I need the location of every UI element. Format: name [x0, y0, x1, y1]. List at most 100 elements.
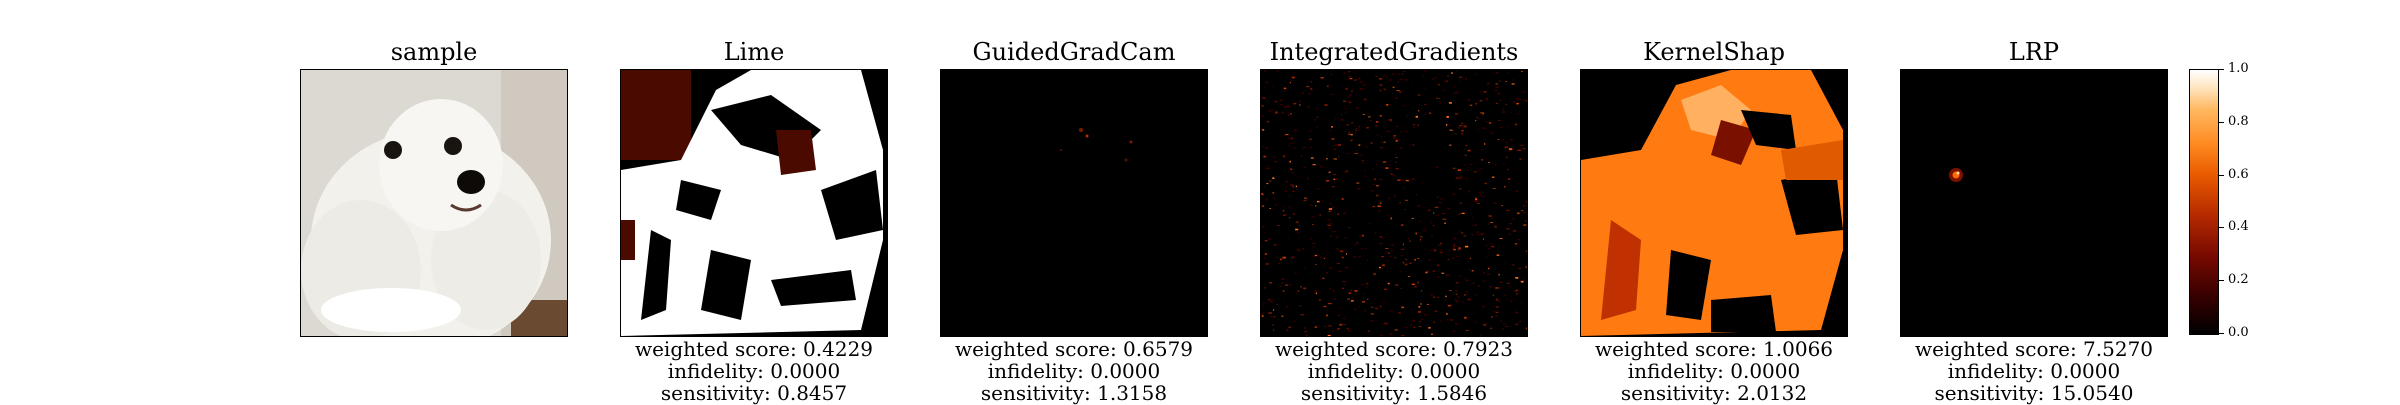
- metrics: weighted score: 7.5270 infidelity: 0.000…: [1860, 338, 2208, 404]
- attribution-speck: [1386, 77, 1389, 78]
- attribution-speck: [1446, 81, 1447, 82]
- attribution-speck: [1343, 249, 1346, 250]
- attribution-speck: [1402, 220, 1403, 221]
- attribution-speck: [1458, 214, 1461, 215]
- attribution-speck: [1485, 183, 1487, 184]
- attribution-speck: [1376, 76, 1378, 77]
- attribution-speck: [1388, 164, 1391, 165]
- attribution-speck: [1341, 114, 1342, 116]
- attribution-speck: [1466, 145, 1467, 146]
- attribution-speck: [1495, 287, 1498, 289]
- attribution-speck: [1470, 105, 1473, 106]
- attribution-speck: [1429, 113, 1431, 114]
- attribution-speck: [1330, 130, 1331, 132]
- attribution-speck: [1440, 321, 1442, 322]
- attribution-speck: [1382, 256, 1384, 257]
- infidelity-label: infidelity:: [1628, 359, 1724, 383]
- attribution-speck: [1395, 329, 1398, 331]
- attribution-speck: [1391, 244, 1394, 245]
- attribution-speck: [1343, 101, 1346, 102]
- attribution-speck: [1286, 306, 1288, 308]
- attribution-speck: [1343, 281, 1346, 282]
- attribution-speck: [1299, 105, 1300, 106]
- attribution-speck: [1285, 181, 1288, 183]
- attribution-speck: [1458, 169, 1461, 171]
- attribution-speck: [1468, 299, 1471, 301]
- attribution-speck: [1512, 80, 1514, 81]
- attribution-speck: [1291, 80, 1293, 82]
- attribution-speck: [1371, 191, 1374, 192]
- attribution-speck: [1378, 287, 1379, 288]
- attribution-speck: [1403, 262, 1405, 264]
- attribution-speck: [1500, 321, 1502, 322]
- attribution-speck: [1468, 191, 1470, 193]
- attribution-speck: [1437, 197, 1438, 198]
- sensitivity-value: 15.0540: [2051, 381, 2134, 405]
- attribution-speck: [1406, 131, 1407, 133]
- attribution-speck: [1276, 71, 1279, 72]
- attribution-speck: [1326, 158, 1327, 159]
- attribution-speck: [1450, 320, 1453, 321]
- attribution-speck: [1455, 323, 1457, 325]
- attribution-speck: [1284, 156, 1285, 158]
- attribution-speck: [1391, 173, 1393, 175]
- attribution-speck: [1516, 294, 1519, 295]
- sensitivity-label: sensitivity:: [1621, 381, 1731, 405]
- colorbar: [2189, 69, 2219, 335]
- attribution-speck: [1386, 131, 1389, 132]
- attribution-speck: [1511, 112, 1512, 113]
- attribution-speck: [1458, 247, 1461, 249]
- attribution-speck: [1320, 214, 1322, 216]
- weighted-score-label: weighted score:: [635, 337, 797, 361]
- attribution-speck: [1368, 117, 1370, 118]
- attribution-speck: [1326, 168, 1327, 169]
- attribution-speck: [1364, 310, 1366, 311]
- attribution-speck: [1381, 137, 1382, 138]
- attribution-speck: [1463, 126, 1466, 128]
- attribution-speck: [1345, 238, 1348, 239]
- attribution-speck: [1440, 198, 1444, 199]
- attribution-speck: [1380, 148, 1383, 149]
- attribution-speck: [1264, 71, 1266, 72]
- attribution-speck: [1340, 313, 1341, 314]
- attribution-speck: [1411, 324, 1413, 326]
- attribution-speck: [1474, 200, 1476, 202]
- attribution-speck: [1440, 102, 1441, 104]
- attribution-speck: [1349, 227, 1351, 228]
- attribution-speck: [1455, 290, 1458, 292]
- infidelity-label: infidelity:: [988, 359, 1084, 383]
- attribution-speck: [1389, 131, 1392, 132]
- attribution-speck: [1262, 305, 1264, 306]
- attribution-speck: [1465, 278, 1467, 279]
- attribution-speck: [1360, 88, 1363, 90]
- attribution-speck: [1423, 75, 1424, 76]
- infidelity-value: 0.0000: [1090, 359, 1160, 383]
- attribution-speck: [1433, 225, 1435, 226]
- attribution-speck: [1270, 181, 1272, 182]
- attribution-speck: [1289, 285, 1291, 286]
- attribution-speck: [1375, 308, 1378, 310]
- attribution-speck: [1462, 302, 1464, 303]
- attribution-speck: [1331, 126, 1333, 127]
- attribution-speck: [1418, 326, 1421, 327]
- attribution-speck: [1424, 104, 1427, 105]
- attribution-speck: [1448, 251, 1450, 252]
- attribution-speck: [1273, 157, 1276, 158]
- infidelity-label: infidelity:: [1948, 359, 2044, 383]
- weighted-score-value: 0.4229: [803, 337, 873, 361]
- attribution-speck: [1310, 147, 1313, 148]
- attribution-speck: [1293, 186, 1295, 188]
- attribution-speck: [1321, 77, 1324, 79]
- attribution-speck: [1365, 248, 1367, 250]
- attribution-speck: [1522, 280, 1525, 281]
- colorbar-tick-label: 0.4: [2228, 220, 2249, 234]
- attribution-speck: [1286, 186, 1287, 187]
- attribution-speck: [1367, 260, 1368, 261]
- attribution-speck: [1418, 221, 1421, 222]
- weighted-score-value: 0.6579: [1123, 337, 1193, 361]
- attribution-speck: [1520, 159, 1522, 160]
- attribution-speck: [1397, 90, 1400, 91]
- sensitivity-label: sensitivity:: [1935, 381, 2045, 405]
- attribution-speck: [1385, 248, 1388, 249]
- attribution-speck: [1436, 167, 1438, 168]
